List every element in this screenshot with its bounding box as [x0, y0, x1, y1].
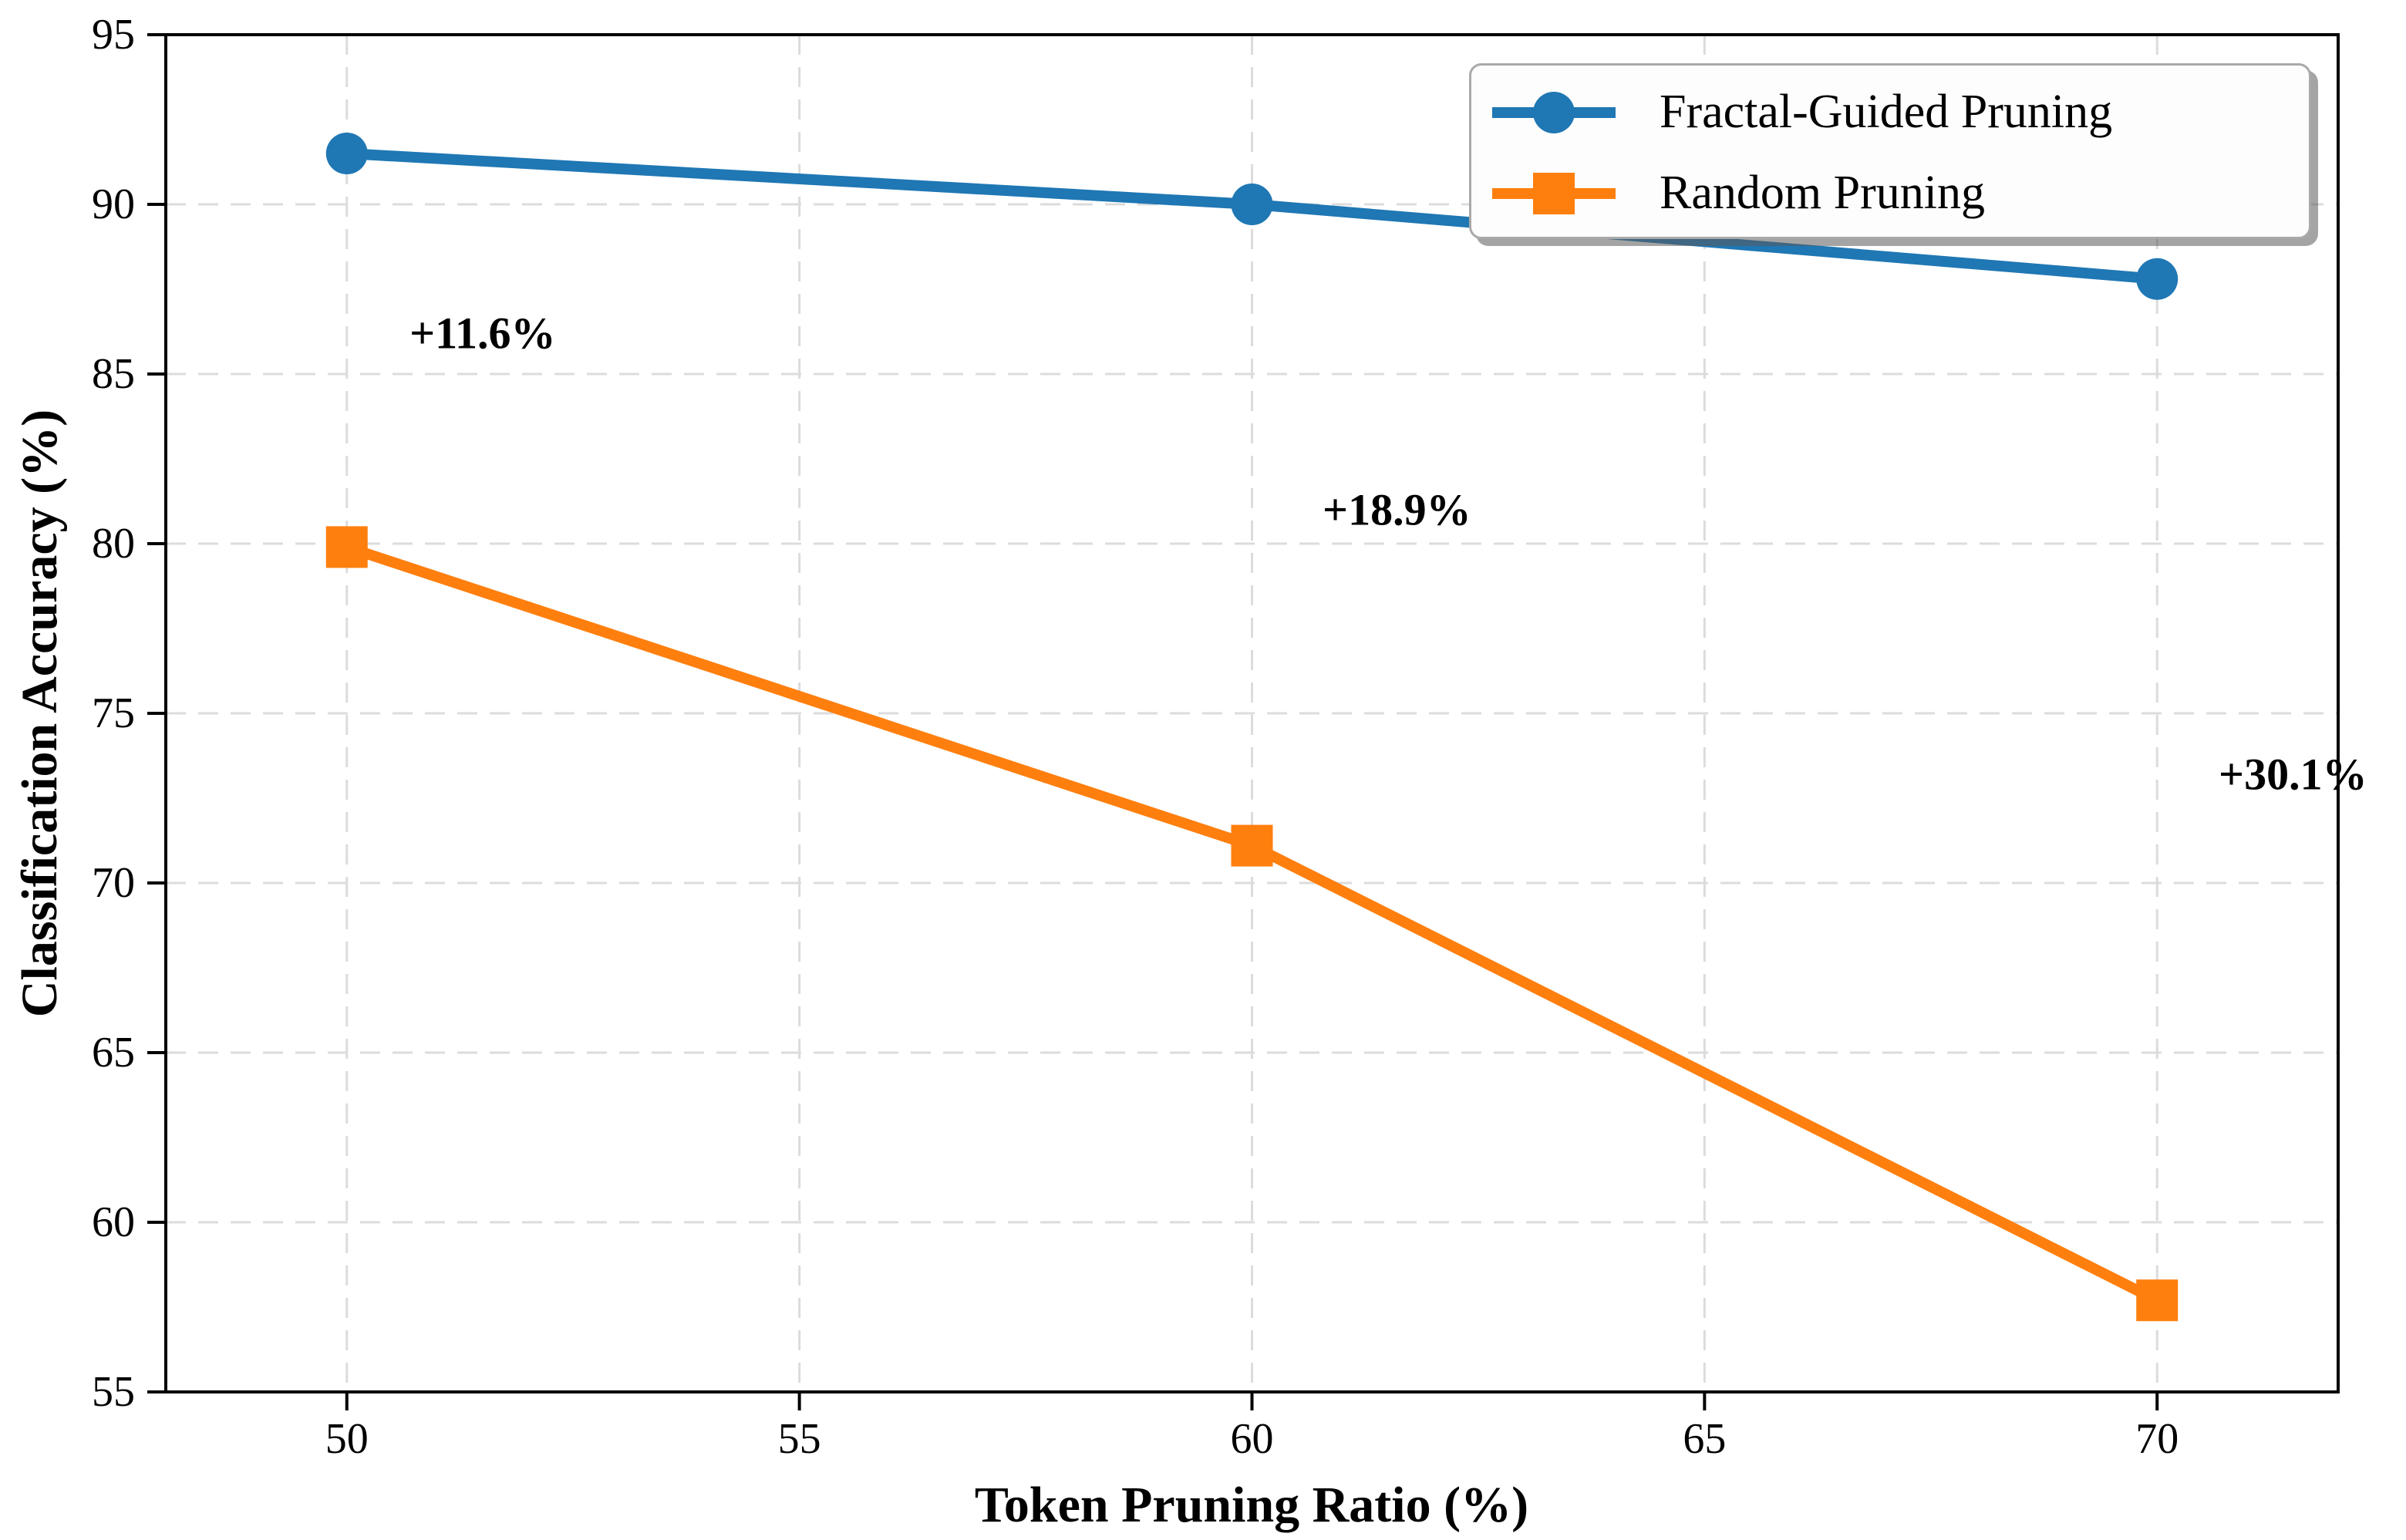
- y-tick-label: 75: [92, 689, 135, 737]
- legend-marker-square-icon: [1492, 172, 1616, 214]
- legend-item-random: Random Pruning: [1488, 153, 2309, 234]
- x-tick-label: 60: [1231, 1415, 1274, 1463]
- x-tick-label: 50: [325, 1415, 369, 1463]
- y-tick-label: 70: [92, 859, 135, 907]
- legend-sample-marker: [1533, 172, 1575, 214]
- y-tick-label: 95: [92, 11, 135, 59]
- x-tick-label: 70: [2135, 1415, 2179, 1463]
- x-tick-label: 65: [1683, 1415, 1726, 1463]
- legend-sample-marker: [1533, 91, 1575, 133]
- annotation-gap-70: +30.1%: [2219, 749, 2367, 800]
- annotation-gap-60: +18.9%: [1323, 484, 1471, 535]
- y-tick-label: 60: [92, 1198, 135, 1246]
- y-tick-label: 80: [92, 520, 135, 568]
- legend-item-fractal-guided: Fractal-Guided Pruning: [1488, 72, 2309, 153]
- y-tick-label: 85: [92, 350, 135, 398]
- data-point-circle: [325, 133, 368, 174]
- legend-label: Fractal-Guided Pruning: [1660, 86, 2113, 138]
- data-point-circle: [2136, 258, 2179, 300]
- y-tick-label: 55: [92, 1368, 135, 1416]
- data-point-square: [1231, 824, 1273, 867]
- data-point-square: [325, 526, 368, 568]
- legend: Fractal-Guided Pruning Random Pruning: [1469, 63, 2311, 239]
- legend-marker-circle-icon: [1492, 91, 1616, 133]
- data-point-square: [2136, 1279, 2179, 1322]
- annotation-gap-50: +11.6%: [409, 308, 556, 359]
- y-axis-label: Classification Accuracy (%): [12, 409, 68, 1018]
- y-tick-label: 90: [92, 180, 135, 228]
- x-tick-label: 55: [778, 1415, 821, 1463]
- data-point-circle: [1231, 184, 1273, 225]
- x-axis-label: Token Pruning Ratio (%): [974, 1477, 1529, 1533]
- y-tick-label: 65: [92, 1029, 135, 1077]
- legend-label: Random Pruning: [1660, 167, 1985, 219]
